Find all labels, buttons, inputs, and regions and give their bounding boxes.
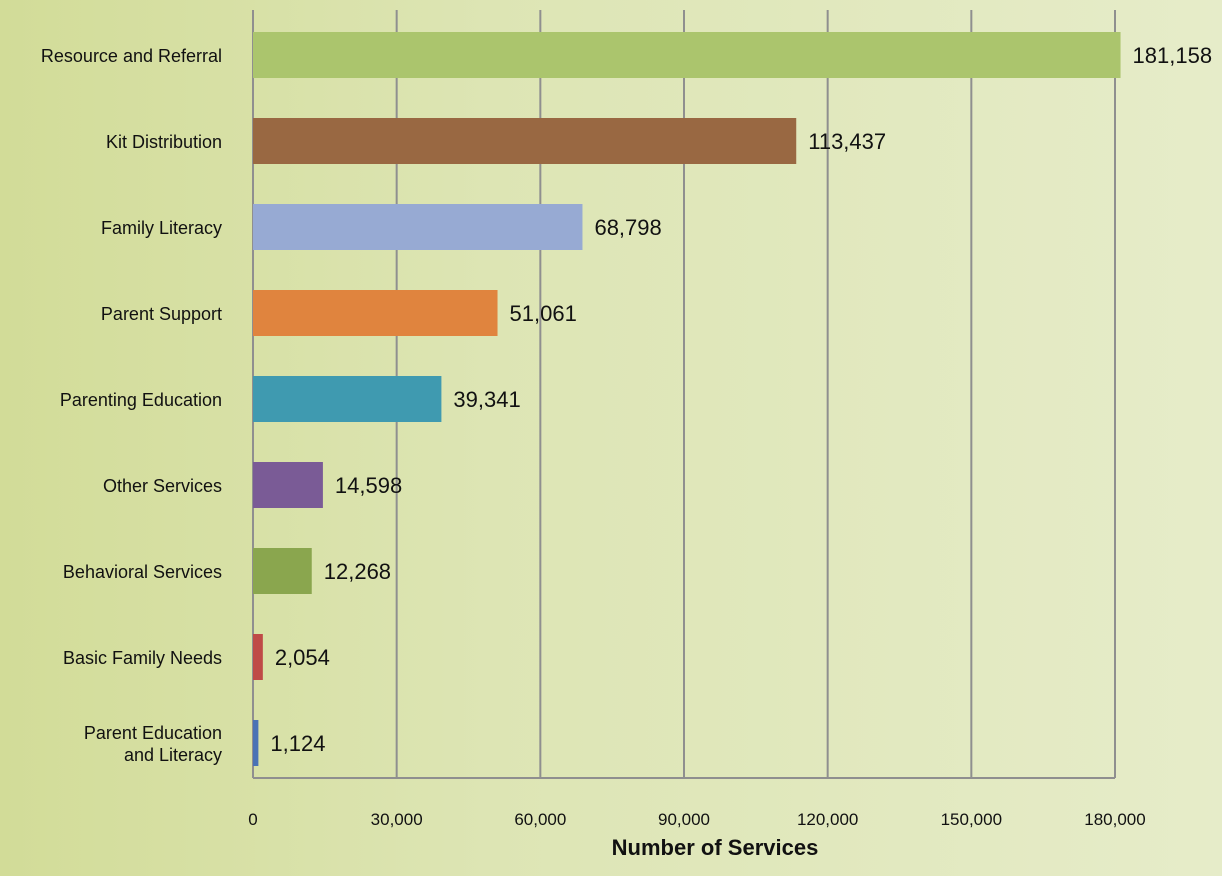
value-label-1: 113,437 <box>808 129 886 154</box>
x-tick-label-1: 30,000 <box>371 810 423 829</box>
category-label-5: Other Services <box>103 476 222 496</box>
category-label-2: Family Literacy <box>101 218 222 238</box>
category-labels: Resource and Referral Kit Distribution Fam… <box>41 46 222 765</box>
bar-4 <box>253 376 442 422</box>
x-tick-label-4: 120,000 <box>797 810 858 829</box>
bar-8 <box>253 720 259 766</box>
value-label-5: 14,598 <box>335 473 402 498</box>
bar-2 <box>253 204 583 250</box>
category-label-4: Parenting Education <box>60 390 222 410</box>
category-label-3: Parent Support <box>101 304 222 324</box>
value-label-0: 181,158 <box>1133 43 1213 68</box>
x-tick-label-6: 180,000 <box>1084 810 1145 829</box>
value-labels: 181,158 113,437 68,798 51,061 39,341 14,598 12… <box>270 43 1212 756</box>
bars <box>253 32 1121 766</box>
value-label-3: 51,061 <box>510 301 577 326</box>
x-tick-label-3: 90,000 <box>658 810 710 829</box>
value-label-7: 2,054 <box>275 645 330 670</box>
x-tick-label-5: 150,000 <box>941 810 1002 829</box>
category-label-8-line-0: Parent Education <box>84 723 222 743</box>
bar-6 <box>253 548 312 594</box>
x-tick-labels: 0 30,000 60,000 90,000 120,000 150,000 180,000 <box>248 810 1145 829</box>
category-label-1: Kit Distribution <box>106 132 222 152</box>
category-label-6: Behavioral Services <box>63 562 222 582</box>
bar-5 <box>253 462 323 508</box>
value-label-8: 1,124 <box>270 731 325 756</box>
x-tick-label-2: 60,000 <box>514 810 566 829</box>
category-label-8-line-1: and Literacy <box>124 745 222 765</box>
x-tick-label-0: 0 <box>248 810 257 829</box>
bar-7 <box>253 634 263 680</box>
category-label-0: Resource and Referral <box>41 46 222 66</box>
bar-0 <box>253 32 1121 78</box>
bar-3 <box>253 290 498 336</box>
value-label-2: 68,798 <box>594 215 661 240</box>
value-label-4: 39,341 <box>453 387 520 412</box>
value-label-6: 12,268 <box>324 559 391 584</box>
bar-1 <box>253 118 797 164</box>
category-label-7: Basic Family Needs <box>63 648 222 668</box>
x-axis-title: Number of Services <box>612 835 819 860</box>
